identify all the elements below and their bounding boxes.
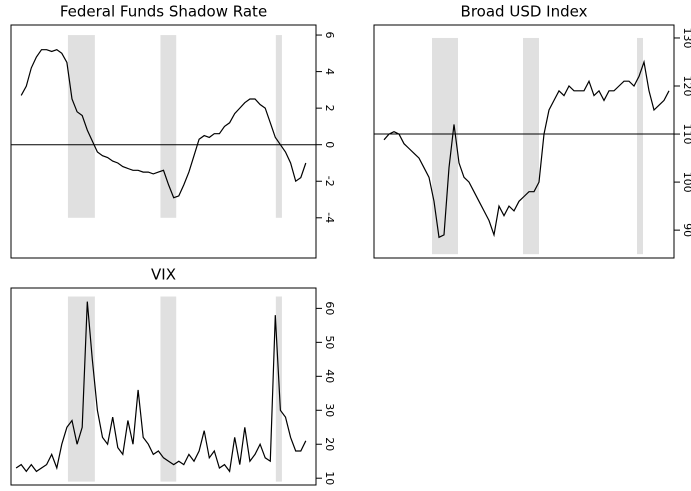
series-line — [15, 301, 307, 473]
shaded-period — [67, 296, 95, 482]
shaded-period — [275, 35, 282, 218]
plot-frame — [10, 287, 317, 486]
plot-frame — [10, 24, 317, 259]
y-tick-label: 20 — [323, 437, 336, 451]
panel: VIX 10 20 30 40 50 60 — [10, 266, 336, 486]
y-tick-label: 90 — [681, 223, 691, 237]
y-tick-label: 40 — [323, 369, 336, 383]
y-tick-label: 100 — [681, 172, 691, 193]
series-line — [20, 49, 307, 199]
panel: Federal Funds Shadow Rate -4 -2 0 2 4 6 — [10, 3, 336, 259]
shaded-period — [67, 35, 95, 218]
y-tick-label: 0 — [323, 141, 336, 148]
y-tick-label: -4 — [323, 212, 336, 223]
y-tick-label: 4 — [323, 68, 336, 75]
y-tick-label: 110 — [681, 124, 691, 145]
shaded-period — [160, 296, 177, 482]
y-tick-label: -2 — [323, 176, 336, 187]
y-tick-label: 130 — [681, 27, 691, 48]
panel-title: VIX — [151, 266, 176, 284]
shaded-period — [160, 35, 177, 218]
panel-title: Broad USD Index — [461, 3, 588, 21]
y-tick-label: 60 — [323, 301, 336, 315]
plot-frame — [373, 24, 675, 259]
shaded-period — [523, 37, 539, 255]
y-tick-label: 10 — [323, 471, 336, 485]
y-tick-label: 6 — [323, 32, 336, 39]
y-tick-label: 30 — [323, 403, 336, 417]
y-tick-label: 50 — [323, 335, 336, 349]
shaded-period — [637, 37, 643, 255]
y-tick-label: 120 — [681, 76, 691, 97]
series-line — [383, 59, 670, 239]
y-tick-label: 2 — [323, 105, 336, 112]
panel: Broad USD Index 90 100 110 120 130 — [373, 3, 691, 259]
panel-title: Federal Funds Shadow Rate — [60, 3, 267, 21]
